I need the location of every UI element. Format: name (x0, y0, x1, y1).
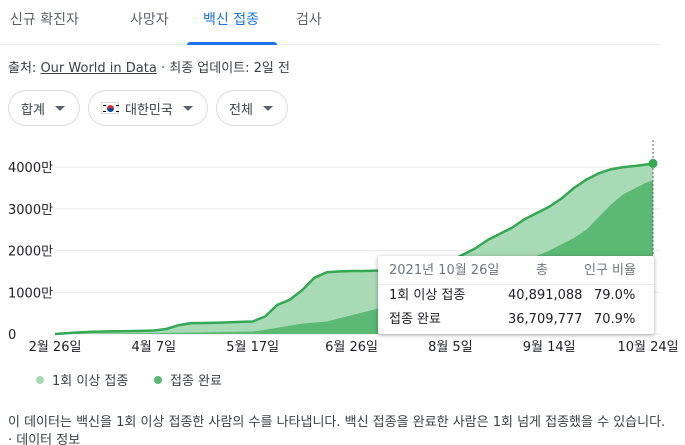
active-tab-indicator (187, 42, 277, 45)
chevron-down-icon (54, 105, 65, 111)
source-separator: · (160, 61, 166, 76)
y-tick-label: 2000만 (8, 245, 53, 260)
tab-new-cases[interactable]: 신규 확진자 (10, 12, 79, 28)
legend-item-fully-vaccinated: 접종 완료 (154, 370, 222, 389)
tooltip-row-total: 36,709,777 (508, 312, 583, 327)
chevron-down-icon (182, 105, 193, 111)
legend-swatch (154, 375, 162, 384)
country-dropdown-label: 대한민국 (125, 102, 173, 118)
legend-swatch (36, 375, 44, 384)
scope-dropdown[interactable]: 전체 (216, 90, 288, 126)
description-text: 이 데이터는 백신을 1회 이상 접종한 사람의 수를 나타냅니다. 백신 접종… (8, 415, 666, 430)
tooltip-divider (378, 284, 654, 285)
legend-label: 1회 이상 접종 (52, 374, 129, 389)
last-updated: 최종 업데이트: 2일 전 (169, 61, 290, 76)
tooltip-col-ratio: 인구 비율 (584, 263, 636, 278)
y-tick-label: 4000만 (8, 161, 53, 176)
y-tick-label: 3000만 (8, 203, 53, 218)
source-line: 출처: Our World in Data · 최종 업데이트: 2일 전 (8, 57, 290, 76)
x-tick-label: 8월 5일 (428, 340, 473, 355)
tooltip-col-total: 총 (536, 263, 548, 278)
tooltip-row-ratio: 79.0% (594, 288, 636, 303)
data-description: 이 데이터는 백신을 1회 이상 접종한 사람의 수를 나타냅니다. 백신 접종… (8, 414, 673, 445)
tab-deaths[interactable]: 사망자 (130, 12, 169, 28)
tooltip-row-label: 접종 완료 (389, 312, 441, 327)
line-series-first-dose (54, 162, 654, 336)
tab-bar: 신규 확진자 사망자 백신 접종 검사 (0, 0, 660, 45)
x-tick-label: 5월 17일 (226, 340, 279, 355)
tooltip-row-label: 1회 이상 접종 (389, 288, 466, 303)
source-link[interactable]: Our World in Data (40, 61, 157, 76)
x-tick-label: 10월 24일 (617, 340, 678, 355)
data-info-link[interactable]: · 데이터 정보 (8, 433, 81, 445)
chevron-down-icon (262, 105, 273, 111)
x-tick-label: 2월 26일 (29, 340, 82, 355)
tooltip-row-ratio: 70.9% (594, 312, 636, 327)
korea-flag-icon (101, 102, 119, 114)
legend-label: 접종 완료 (170, 374, 222, 389)
x-tick-label: 9월 14일 (523, 340, 576, 355)
measure-dropdown[interactable]: 합계 (8, 90, 80, 126)
focus-point (648, 158, 658, 168)
x-tick-label: 6월 26일 (325, 340, 378, 355)
tab-tests[interactable]: 검사 (296, 12, 322, 28)
legend-item-first-dose: 1회 이상 접종 (36, 370, 128, 389)
tooltip-row-total: 40,891,088 (508, 288, 583, 303)
measure-dropdown-label: 합계 (21, 102, 45, 118)
source-prefix: 출처: (8, 61, 37, 76)
y-tick-label: 1000만 (8, 286, 53, 301)
tab-vaccination[interactable]: 백신 접종 (203, 12, 259, 28)
y-tick-label: 0 (8, 328, 16, 343)
tooltip-date: 2021년 10월 26일 (389, 263, 500, 278)
chart-tooltip: 2021년 10월 26일 총 인구 비율 1회 이상 접종 40,891,08… (378, 256, 654, 334)
scope-dropdown-label: 전체 (229, 102, 253, 118)
x-tick-label: 4월 7일 (132, 340, 177, 355)
country-dropdown[interactable]: 대한민국 (88, 90, 208, 126)
